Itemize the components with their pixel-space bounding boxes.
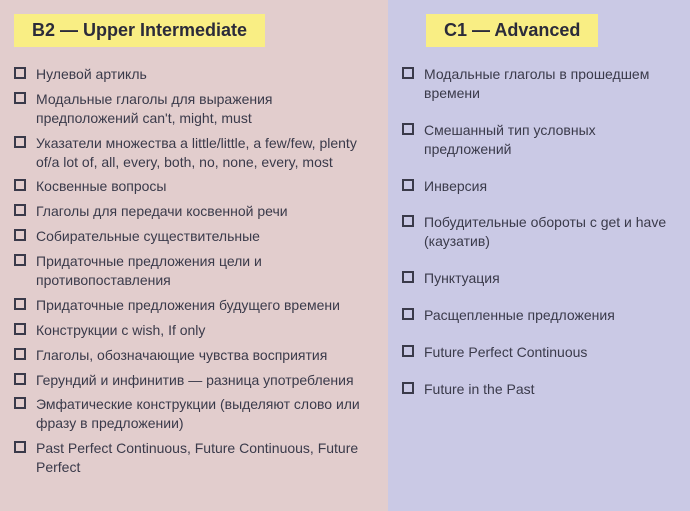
list-item-label: Модальные глаголы в прошедшем времени <box>424 65 678 103</box>
list-item-label: Герундий и инфинитив — разница употребле… <box>36 371 376 390</box>
list-item-label: Собирательные существительные <box>36 227 376 246</box>
list-item: Косвенные вопросы <box>14 177 376 196</box>
list-item: Побудительные обороты с get и have (кауз… <box>402 213 678 251</box>
list-item-label: Смешанный тип условных предложений <box>424 121 678 159</box>
list-item-label: Придаточные предложения цели и противопо… <box>36 252 376 290</box>
checkbox-icon[interactable] <box>14 179 26 191</box>
list-item: Модальные глаголы в прошедшем времени <box>402 65 678 103</box>
list-item-label: Придаточные предложения будущего времени <box>36 296 376 315</box>
list-item-label: Глаголы, обозначающие чувства восприятия <box>36 346 376 365</box>
checkbox-icon[interactable] <box>402 123 414 135</box>
list-item: Глаголы, обозначающие чувства восприятия <box>14 346 376 365</box>
list-item-label: Нулевой артикль <box>36 65 376 84</box>
checkbox-icon[interactable] <box>14 348 26 360</box>
list-item-label: Пунктуация <box>424 269 678 288</box>
list-item: Модальные глаголы для выражения предполо… <box>14 90 376 128</box>
list-item: Расщепленные предложения <box>402 306 678 325</box>
list-item-label: Указатели множества a little/little, a f… <box>36 134 376 172</box>
list-item-label: Побудительные обороты с get и have (кауз… <box>424 213 678 251</box>
checkbox-icon[interactable] <box>402 382 414 394</box>
list-item-label: Эмфатические конструкции (выделяют слово… <box>36 395 376 433</box>
checkbox-icon[interactable] <box>14 67 26 79</box>
list-item-label: Модальные глаголы для выражения предполо… <box>36 90 376 128</box>
checklist-c1: Модальные глаголы в прошедшем времени Сме… <box>402 65 678 399</box>
list-item: Собирательные существительные <box>14 227 376 246</box>
list-item-label: Косвенные вопросы <box>36 177 376 196</box>
level-title-b2: B2 — Upper Intermediate <box>14 14 265 47</box>
checkbox-icon[interactable] <box>14 373 26 385</box>
list-item: Past Perfect Continuous, Future Continuo… <box>14 439 376 477</box>
list-item-label: Past Perfect Continuous, Future Continuo… <box>36 439 376 477</box>
list-item: Конструкции с wish, If only <box>14 321 376 340</box>
checklist-b2: Нулевой артикль Модальные глаголы для выр… <box>14 65 376 477</box>
checkbox-icon[interactable] <box>14 441 26 453</box>
list-item-label: Future in the Past <box>424 380 678 399</box>
checkbox-icon[interactable] <box>402 271 414 283</box>
list-item: Придаточные предложения цели и противопо… <box>14 252 376 290</box>
checkbox-icon[interactable] <box>402 67 414 79</box>
level-title-c1: C1 — Advanced <box>426 14 598 47</box>
list-item: Указатели множества a little/little, a f… <box>14 134 376 172</box>
list-item: Нулевой артикль <box>14 65 376 84</box>
list-item-label: Инверсия <box>424 177 678 196</box>
checkbox-icon[interactable] <box>14 204 26 216</box>
checkbox-icon[interactable] <box>402 308 414 320</box>
checkbox-icon[interactable] <box>402 345 414 357</box>
checkbox-icon[interactable] <box>402 179 414 191</box>
list-item: Инверсия <box>402 177 678 196</box>
list-item: Future Perfect Continuous <box>402 343 678 362</box>
list-item-label: Future Perfect Continuous <box>424 343 678 362</box>
checkbox-icon[interactable] <box>14 298 26 310</box>
list-item-label: Расщепленные предложения <box>424 306 678 325</box>
checkbox-icon[interactable] <box>14 323 26 335</box>
list-item: Future in the Past <box>402 380 678 399</box>
checkbox-icon[interactable] <box>402 215 414 227</box>
checkbox-icon[interactable] <box>14 229 26 241</box>
checkbox-icon[interactable] <box>14 136 26 148</box>
list-item: Пунктуация <box>402 269 678 288</box>
list-item: Придаточные предложения будущего времени <box>14 296 376 315</box>
checkbox-icon[interactable] <box>14 92 26 104</box>
list-item-label: Глаголы для передачи косвенной речи <box>36 202 376 221</box>
level-column-b2: B2 — Upper Intermediate Нулевой артикль М… <box>0 0 388 511</box>
list-item: Герундий и инфинитив — разница употребле… <box>14 371 376 390</box>
level-column-c1: C1 — Advanced Модальные глаголы в прошед… <box>388 0 690 511</box>
list-item: Смешанный тип условных предложений <box>402 121 678 159</box>
checkbox-icon[interactable] <box>14 397 26 409</box>
list-item: Глаголы для передачи косвенной речи <box>14 202 376 221</box>
list-item: Эмфатические конструкции (выделяют слово… <box>14 395 376 433</box>
list-item-label: Конструкции с wish, If only <box>36 321 376 340</box>
checkbox-icon[interactable] <box>14 254 26 266</box>
